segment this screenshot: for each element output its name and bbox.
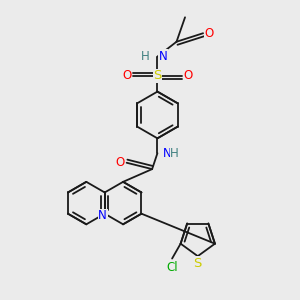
Text: N: N — [158, 50, 167, 63]
Text: Cl: Cl — [166, 260, 178, 274]
Text: O: O — [184, 69, 193, 82]
Text: S: S — [153, 69, 162, 82]
Text: O: O — [205, 27, 214, 40]
Text: O: O — [122, 69, 131, 82]
Text: N: N — [163, 147, 172, 160]
Text: N: N — [98, 209, 107, 222]
Text: H: H — [170, 147, 179, 160]
Text: O: O — [116, 156, 125, 169]
Text: H: H — [141, 50, 150, 63]
Text: S: S — [194, 257, 202, 270]
